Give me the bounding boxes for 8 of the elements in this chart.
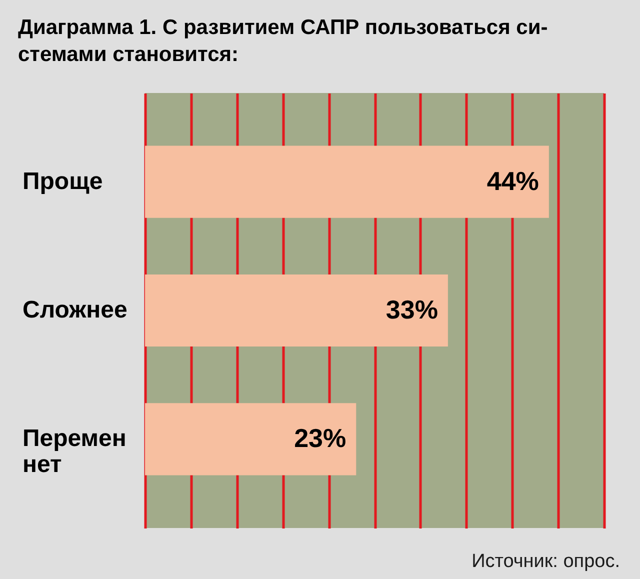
- chart-title: Диаграмма 1. С развитием САПР пользоваться си- стемами становится:: [18, 16, 548, 66]
- text: Источник: опрос.: [472, 551, 620, 572]
- y-tick-label: Сложнее: [22, 296, 128, 324]
- y-tick-label: Проще: [22, 168, 103, 195]
- y-tick-label: Перемен нет: [22, 425, 126, 478]
- data-label: 33%: [386, 294, 438, 324]
- data-label: 23%: [294, 423, 346, 454]
- data-label: 44%: [486, 166, 539, 196]
